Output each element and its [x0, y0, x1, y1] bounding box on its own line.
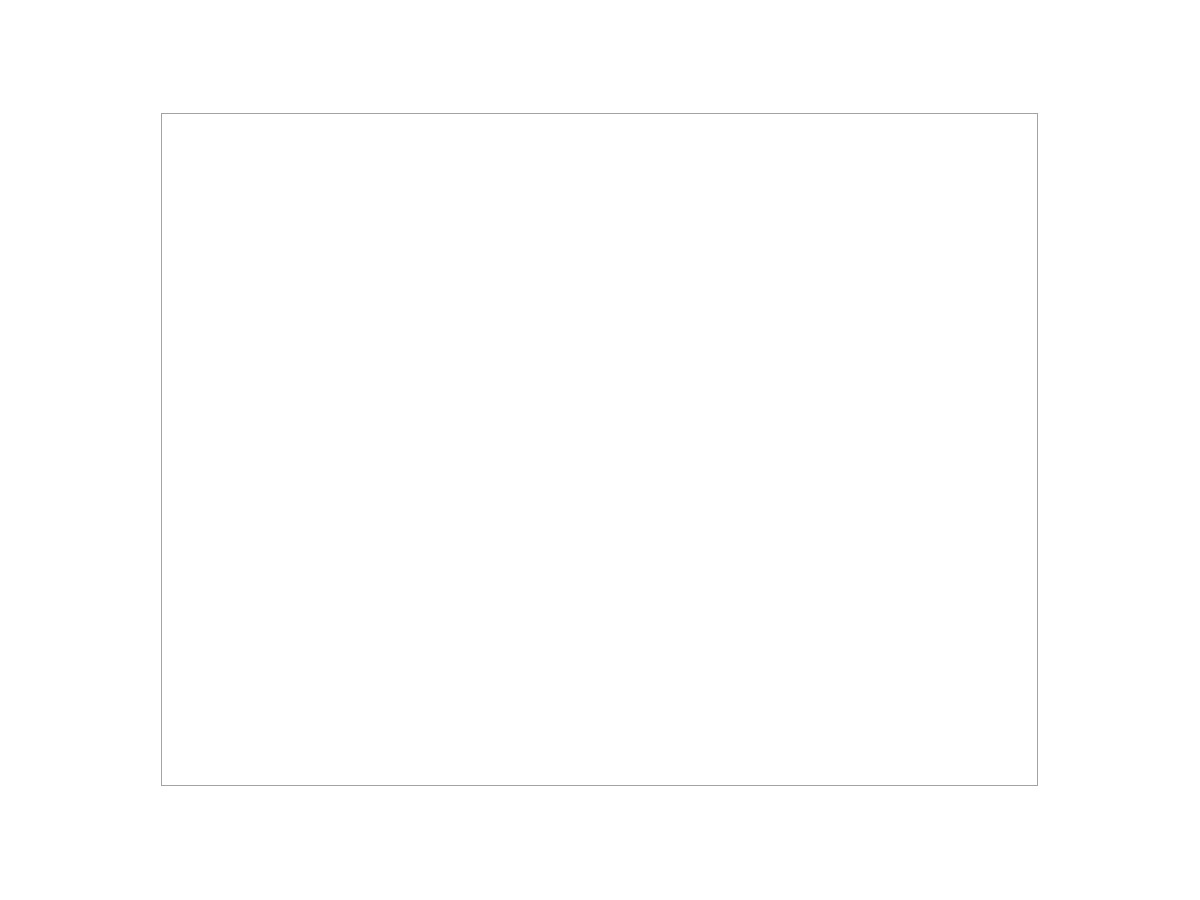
diagram-stage: 30,0 x 15,5 31,5 x 16,5 12,2 0,3 [0, 0, 1200, 900]
inner-frame [161, 113, 1038, 786]
